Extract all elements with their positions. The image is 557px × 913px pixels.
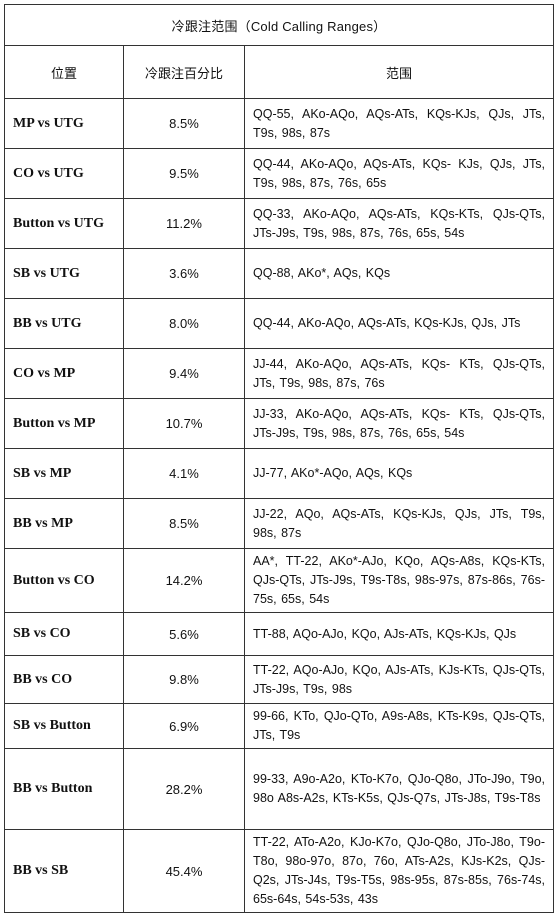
range-cell: QQ-44, AKo-AQo, AQs-ATs, KQs- KJs, QJs, … bbox=[244, 148, 554, 199]
position-cell: BB vs UTG bbox=[4, 298, 124, 349]
position-cell: SB vs CO bbox=[4, 612, 124, 656]
range-cell: TT-88, AQo-AJo, KQo, AJs-ATs, KQs-KJs, Q… bbox=[244, 612, 554, 656]
percent-cell: 6.9% bbox=[123, 703, 245, 749]
range-cell: TT-22, AQo-AJo, KQo, AJs-ATs, KJs-KTs, Q… bbox=[244, 655, 554, 704]
position-cell: BB vs CO bbox=[4, 655, 124, 704]
percent-cell: 9.4% bbox=[123, 348, 245, 399]
percent-cell: 8.5% bbox=[123, 498, 245, 549]
cold-calling-ranges-table: 冷跟注范围（Cold Calling Ranges） 位置 冷跟注百分比 范围 … bbox=[4, 4, 554, 913]
table-title: 冷跟注范围（Cold Calling Ranges） bbox=[4, 4, 554, 46]
percent-cell: 28.2% bbox=[123, 748, 245, 830]
range-cell: QQ-88, AKo*, AQs, KQs bbox=[244, 248, 554, 299]
position-cell: MP vs UTG bbox=[4, 98, 124, 149]
header-row: 位置 冷跟注百分比 范围 bbox=[4, 45, 554, 99]
table-row: SB vs UTG 3.6% QQ-88, AKo*, AQs, KQs bbox=[4, 248, 554, 299]
header-percent: 冷跟注百分比 bbox=[123, 45, 245, 99]
position-cell: Button vs MP bbox=[4, 398, 124, 449]
table-row: Button vs CO 14.2% AA*, TT-22, AKo*-AJo,… bbox=[4, 548, 554, 613]
percent-cell: 10.7% bbox=[123, 398, 245, 449]
percent-cell: 11.2% bbox=[123, 198, 245, 249]
range-cell: JJ-33, AKo-AQo, AQs-ATs, KQs- KTs, QJs-Q… bbox=[244, 398, 554, 449]
table-row: MP vs UTG 8.5% QQ-55, AKo-AQo, AQs-ATs, … bbox=[4, 98, 554, 149]
position-cell: BB vs Button bbox=[4, 748, 124, 830]
ranges-table-container: 冷跟注范围（Cold Calling Ranges） 位置 冷跟注百分比 范围 … bbox=[4, 4, 554, 913]
range-cell: AA*, TT-22, AKo*-AJo, KQo, AQs-A8s, KQs-… bbox=[244, 548, 554, 613]
table-row: BB vs SB 45.4% TT-22, ATo-A2o, KJo-K7o, … bbox=[4, 829, 554, 913]
position-cell: SB vs UTG bbox=[4, 248, 124, 299]
table-row: BB vs UTG 8.0% QQ-44, AKo-AQo, AQs-ATs, … bbox=[4, 298, 554, 349]
header-range: 范围 bbox=[244, 45, 554, 99]
range-cell: QQ-55, AKo-AQo, AQs-ATs, KQs-KJs, QJs, J… bbox=[244, 98, 554, 149]
percent-cell: 3.6% bbox=[123, 248, 245, 299]
position-cell: SB vs Button bbox=[4, 703, 124, 749]
table-row: BB vs Button 28.2% 99-33, A9o-A2o, KTo-K… bbox=[4, 748, 554, 830]
position-cell: Button vs CO bbox=[4, 548, 124, 613]
range-cell: JJ-77, AKo*-AQo, AQs, KQs bbox=[244, 448, 554, 499]
position-cell: BB vs SB bbox=[4, 829, 124, 913]
title-row: 冷跟注范围（Cold Calling Ranges） bbox=[4, 4, 554, 46]
percent-cell: 9.8% bbox=[123, 655, 245, 704]
table-row: BB vs CO 9.8% TT-22, AQo-AJo, KQo, AJs-A… bbox=[4, 655, 554, 704]
range-cell: TT-22, ATo-A2o, KJo-K7o, QJo-Q8o, JTo-J8… bbox=[244, 829, 554, 913]
table-row: CO vs MP 9.4% JJ-44, AKo-AQo, AQs-ATs, K… bbox=[4, 348, 554, 399]
position-cell: CO vs MP bbox=[4, 348, 124, 399]
table-row: SB vs Button 6.9% 99-66, KTo, QJo-QTo, A… bbox=[4, 703, 554, 749]
position-cell: SB vs MP bbox=[4, 448, 124, 499]
range-cell: QQ-33, AKo-AQo, AQs-ATs, KQs-KTs, QJs-QT… bbox=[244, 198, 554, 249]
position-cell: BB vs MP bbox=[4, 498, 124, 549]
percent-cell: 8.0% bbox=[123, 298, 245, 349]
percent-cell: 45.4% bbox=[123, 829, 245, 913]
percent-cell: 4.1% bbox=[123, 448, 245, 499]
percent-cell: 8.5% bbox=[123, 98, 245, 149]
header-position: 位置 bbox=[4, 45, 124, 99]
position-cell: CO vs UTG bbox=[4, 148, 124, 199]
range-cell: 99-33, A9o-A2o, KTo-K7o, QJo-Q8o, JTo-J9… bbox=[244, 748, 554, 830]
range-cell: 99-66, KTo, QJo-QTo, A9s-A8s, KTs-K9s, Q… bbox=[244, 703, 554, 749]
table-row: Button vs MP 10.7% JJ-33, AKo-AQo, AQs-A… bbox=[4, 398, 554, 449]
table-row: CO vs UTG 9.5% QQ-44, AKo-AQo, AQs-ATs, … bbox=[4, 148, 554, 199]
range-cell: JJ-44, AKo-AQo, AQs-ATs, KQs- KTs, QJs-Q… bbox=[244, 348, 554, 399]
position-cell: Button vs UTG bbox=[4, 198, 124, 249]
range-cell: JJ-22, AQo, AQs-ATs, KQs-KJs, QJs, JTs, … bbox=[244, 498, 554, 549]
table-row: SB vs CO 5.6% TT-88, AQo-AJo, KQo, AJs-A… bbox=[4, 612, 554, 656]
table-row: BB vs MP 8.5% JJ-22, AQo, AQs-ATs, KQs-K… bbox=[4, 498, 554, 549]
percent-cell: 14.2% bbox=[123, 548, 245, 613]
percent-cell: 9.5% bbox=[123, 148, 245, 199]
table-row: Button vs UTG 11.2% QQ-33, AKo-AQo, AQs-… bbox=[4, 198, 554, 249]
range-cell: QQ-44, AKo-AQo, AQs-ATs, KQs-KJs, QJs, J… bbox=[244, 298, 554, 349]
table-row: SB vs MP 4.1% JJ-77, AKo*-AQo, AQs, KQs bbox=[4, 448, 554, 499]
percent-cell: 5.6% bbox=[123, 612, 245, 656]
